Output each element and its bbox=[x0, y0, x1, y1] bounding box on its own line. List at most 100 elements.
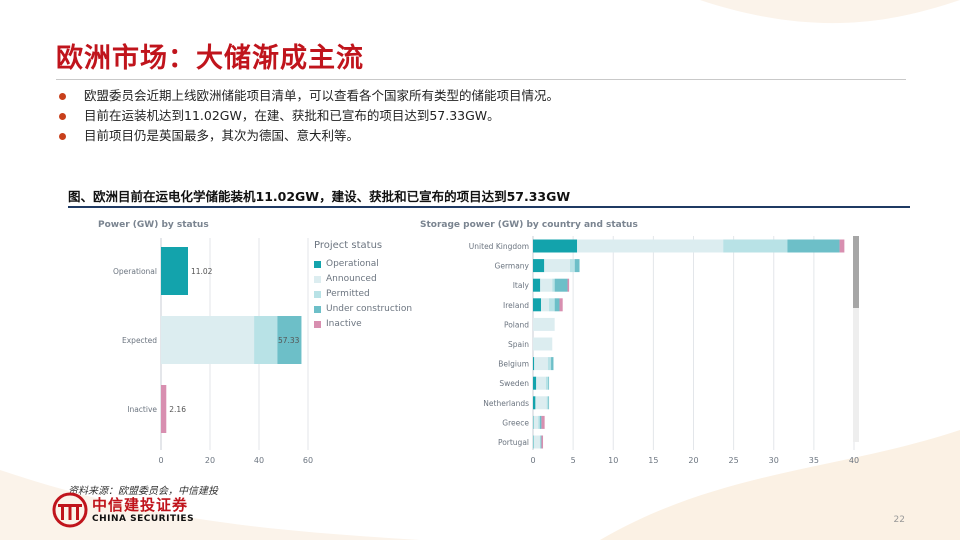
bullet-list: 欧盟委员会近期上线欧洲储能项目清单，可以查看各个国家所有类型的储能项目情况。 目… bbox=[56, 86, 559, 146]
bar-segment-operational bbox=[533, 376, 537, 390]
legend-swatch bbox=[314, 291, 321, 298]
x-tick-label: 40 bbox=[254, 456, 264, 465]
bullet-dot-icon bbox=[59, 93, 66, 100]
right-chart-title: Storage power (GW) by country and status bbox=[420, 220, 638, 230]
bullet-text: 欧盟委员会近期上线欧洲储能项目清单，可以查看各个国家所有类型的储能项目情况。 bbox=[84, 88, 560, 103]
bar-segment-announced bbox=[541, 298, 550, 312]
bar-segment-permitted bbox=[539, 435, 541, 449]
slide-title: 欧洲市场：大储渐成主流 bbox=[56, 43, 364, 74]
legend-label: Announced bbox=[326, 274, 377, 284]
legend-label: Inactive bbox=[326, 319, 362, 329]
bar-segment-operational bbox=[533, 259, 545, 273]
legend-item-permitted: Permitted bbox=[314, 289, 412, 304]
bar-segment-inactive bbox=[567, 278, 570, 292]
legend-swatch bbox=[314, 261, 321, 268]
category-label: Portugal bbox=[498, 438, 529, 447]
legend-item-under-construction: Under construction bbox=[314, 304, 412, 319]
bar-segment-permitted bbox=[547, 357, 552, 371]
x-tick-label: 30 bbox=[769, 456, 779, 465]
bar-segment-inactive bbox=[559, 298, 563, 312]
legend-item-operational: Operational bbox=[314, 259, 412, 274]
category-label: Sweden bbox=[499, 379, 529, 388]
x-tick-label: 15 bbox=[648, 456, 658, 465]
bar-segment-announced bbox=[533, 337, 553, 351]
bar-segment-announced bbox=[536, 376, 546, 390]
legend-title: Project status bbox=[314, 240, 383, 251]
bar-segment-under-construction bbox=[554, 298, 560, 312]
bar-segment-announced bbox=[544, 259, 570, 273]
legend-swatch bbox=[314, 276, 321, 283]
left-chart-title: Power (GW) by status bbox=[98, 220, 209, 230]
bar-segment-inactive bbox=[161, 385, 167, 433]
bar-segment-operational bbox=[533, 239, 578, 253]
x-tick-label: 10 bbox=[608, 456, 618, 465]
bullet-item: 欧盟委员会近期上线欧洲储能项目清单，可以查看各个国家所有类型的储能项目情况。 bbox=[56, 86, 559, 106]
legend-item-announced: Announced bbox=[314, 274, 412, 289]
data-label: 57.33 bbox=[278, 336, 300, 345]
category-label: United Kingdom bbox=[469, 242, 529, 251]
bar-segment-operational bbox=[533, 396, 536, 410]
category-label: Netherlands bbox=[483, 399, 529, 408]
bar-segment-permitted bbox=[254, 316, 278, 364]
bullet-text: 目前在运装机达到11.02GW，在建、获批和已宣布的项目达到57.33GW。 bbox=[84, 108, 500, 123]
brand-name-cn: 中信建投证券 bbox=[92, 496, 189, 514]
category-label: Ireland bbox=[503, 301, 529, 310]
category-label: Operational bbox=[113, 267, 157, 276]
bar-segment-operational bbox=[533, 435, 534, 449]
bar-segment-inactive bbox=[839, 239, 845, 253]
bar-segment-announced bbox=[577, 239, 724, 253]
figure-title: 图、欧洲目前在运电化学储能装机11.02GW，建设、获批和已宣布的项目达到57.… bbox=[68, 189, 571, 204]
x-tick-label: 0 bbox=[158, 456, 163, 465]
bar-segment-permitted bbox=[723, 239, 788, 253]
bar-segment-operational bbox=[533, 415, 534, 429]
scrollbar-track bbox=[853, 236, 859, 442]
bar-segment-under-construction bbox=[551, 357, 554, 371]
legend-label: Under construction bbox=[326, 304, 413, 314]
bar-segment-announced bbox=[533, 415, 539, 429]
data-label: 2.16 bbox=[169, 405, 186, 414]
figure-divider bbox=[68, 206, 910, 208]
x-tick-label: 40 bbox=[849, 456, 859, 465]
title-divider bbox=[56, 79, 906, 80]
bar-segment-announced bbox=[533, 435, 540, 449]
x-tick-label: 5 bbox=[571, 456, 576, 465]
bar-segment-permitted bbox=[552, 278, 555, 292]
bullet-dot-icon bbox=[59, 133, 66, 140]
category-label: Italy bbox=[513, 281, 530, 290]
citic-logo-icon bbox=[52, 492, 88, 528]
category-label: Spain bbox=[508, 340, 529, 349]
bar-segment-under-construction bbox=[574, 259, 580, 273]
bar-segment-announced bbox=[540, 278, 553, 292]
category-label: Poland bbox=[504, 320, 529, 329]
bullet-item: 目前项目仍是英国最多，其次为德国、意大利等。 bbox=[56, 126, 559, 146]
category-label: Germany bbox=[495, 262, 530, 271]
bar-segment-permitted bbox=[546, 396, 549, 410]
legend-swatch bbox=[314, 306, 321, 313]
bar-segment-announced bbox=[161, 316, 255, 364]
bar-segment-permitted bbox=[569, 259, 575, 273]
legend-item-inactive: Inactive bbox=[314, 319, 412, 334]
data-label: 11.02 bbox=[191, 267, 213, 276]
bar-segment-under-construction bbox=[554, 278, 568, 292]
bullet-text: 目前项目仍是英国最多，其次为德国、意大利等。 bbox=[84, 128, 360, 143]
page-number: 22 bbox=[893, 515, 905, 525]
bullet-dot-icon bbox=[59, 113, 66, 120]
bar-segment-announced bbox=[535, 396, 547, 410]
scrollbar-thumb bbox=[853, 236, 859, 308]
legend-label: Permitted bbox=[326, 289, 370, 299]
x-tick-label: 20 bbox=[688, 456, 698, 465]
bar-segment-operational bbox=[533, 298, 542, 312]
bar-segment-under-construction bbox=[540, 435, 542, 449]
bar-segment-inactive bbox=[541, 415, 545, 429]
bar-segment-under-construction bbox=[539, 415, 542, 429]
category-label: Inactive bbox=[127, 405, 157, 414]
legend-label: Operational bbox=[326, 259, 379, 269]
bar-segment-announced bbox=[533, 317, 555, 331]
chart-legend: Project status Operational Announced Per… bbox=[314, 240, 412, 334]
x-tick-label: 25 bbox=[729, 456, 739, 465]
bar-segment-operational bbox=[533, 278, 541, 292]
bar-segment-under-construction bbox=[787, 239, 840, 253]
brand-name-en: CHINA SECURITIES bbox=[92, 514, 195, 524]
